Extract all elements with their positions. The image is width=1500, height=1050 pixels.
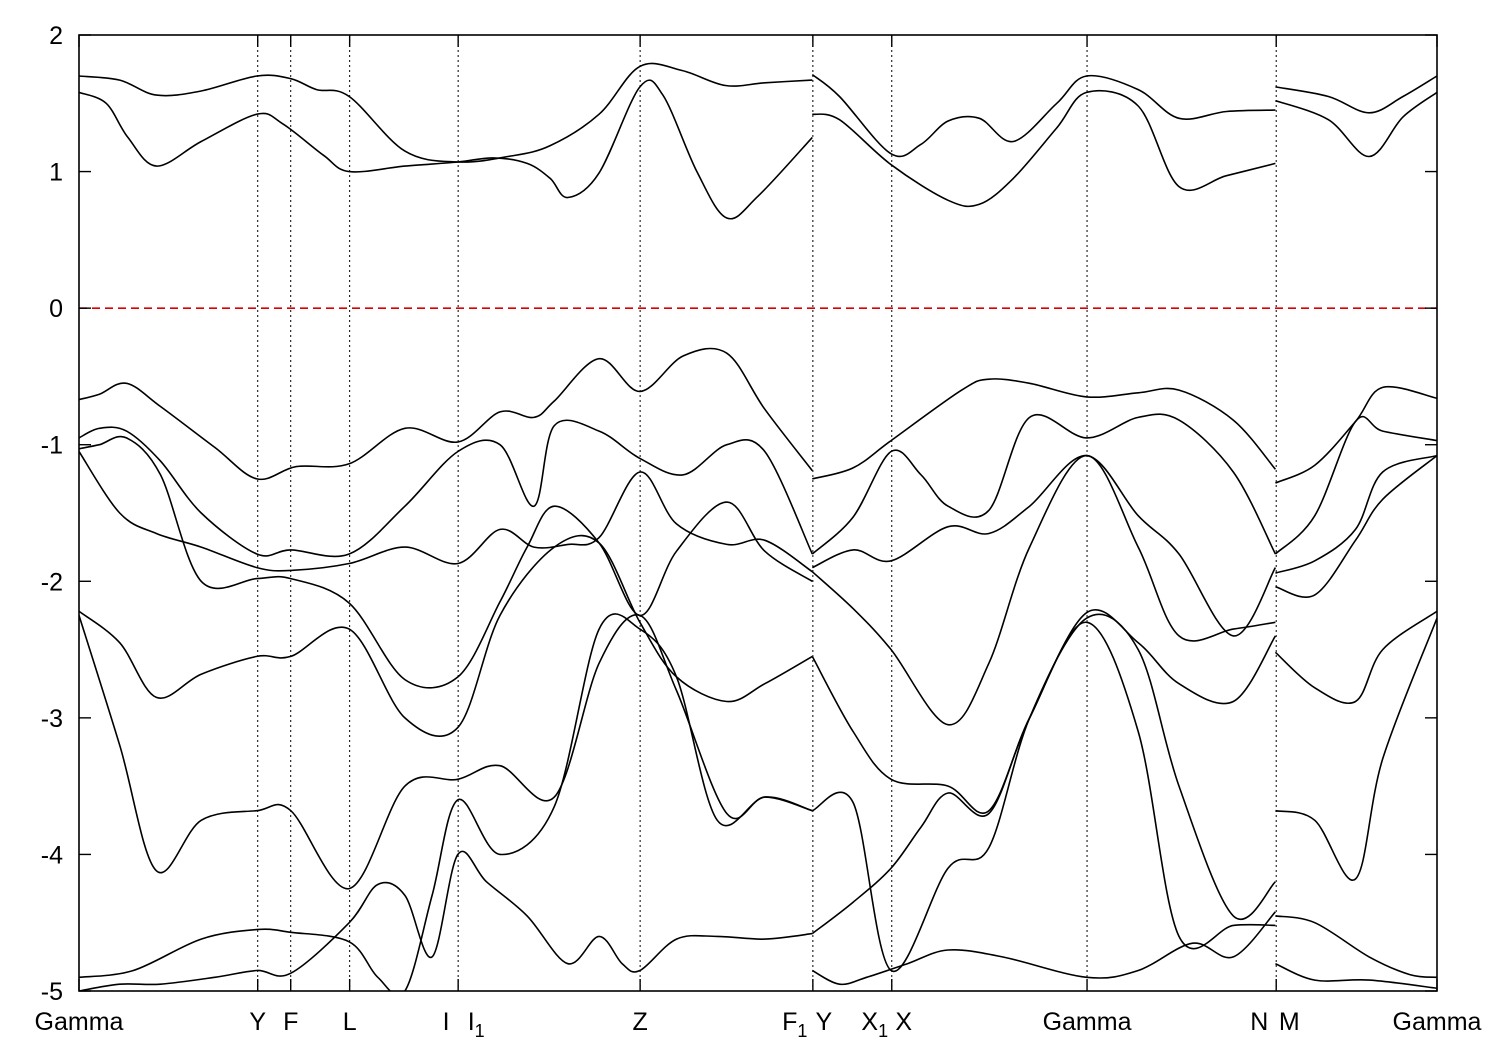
- x-tick-label: Z: [632, 1008, 647, 1036]
- x-tick-label: Y: [249, 1008, 266, 1036]
- band-line-18: [1275, 454, 1437, 598]
- x-tick-label-main: Z: [632, 1008, 647, 1036]
- x-tick-label-main: F: [283, 1008, 298, 1036]
- band-line-29: [811, 911, 1276, 986]
- band-line-26: [811, 621, 1276, 950]
- x-tick-label: I: [443, 1008, 450, 1036]
- x-tick-label-main: I: [468, 1008, 475, 1036]
- y-tick-label: 2: [49, 22, 63, 50]
- band-line-3: [1275, 75, 1437, 114]
- series-group: [79, 62, 1437, 991]
- x-tick-label: Gamma: [1393, 1008, 1482, 1036]
- x-tick-label-subscript: 1: [878, 1021, 888, 1041]
- x-tick-label: X: [895, 1008, 912, 1036]
- band-line-9: [1275, 385, 1437, 484]
- band-line-15: [1275, 454, 1437, 574]
- x-tick-label: N: [1250, 1008, 1268, 1036]
- x-tick-label-main: N: [1250, 1008, 1268, 1036]
- y-tick-label: -2: [41, 568, 63, 596]
- band-line-8: [812, 378, 1277, 480]
- x-tick-label-main: M: [1279, 1008, 1300, 1036]
- band-line-13: [79, 435, 813, 689]
- x-tick-label-main: Y: [816, 1008, 833, 1036]
- y-tick-label: -1: [41, 432, 63, 460]
- band-line-17: [811, 454, 1276, 726]
- band-line-27: [1275, 915, 1437, 979]
- y-tick-label: -3: [41, 705, 63, 733]
- y-tick-label: 0: [49, 295, 63, 323]
- x-tick-label-subscript: 1: [797, 1021, 807, 1041]
- x-tick-label-subscript: 1: [475, 1021, 485, 1041]
- band-line-12: [1274, 415, 1437, 555]
- x-tick-label-main: X: [861, 1008, 878, 1036]
- band-line-24: [1275, 617, 1437, 881]
- x-tick-label-main: I: [443, 1008, 450, 1036]
- band-line-23: [811, 613, 1276, 972]
- x-tick-label-main: Gamma: [35, 1008, 124, 1036]
- band-line-4: [79, 79, 813, 220]
- x-tick-label: F1: [782, 1008, 807, 1041]
- band-line-6: [1275, 91, 1437, 158]
- x-tick-label: Gamma: [1043, 1008, 1132, 1036]
- band-line-16: [79, 451, 813, 573]
- x-tick-label: F: [283, 1008, 298, 1036]
- x-tick-label-main: F: [782, 1008, 797, 1036]
- band-line-20: [811, 609, 1277, 814]
- band-line-2: [811, 73, 1276, 158]
- x-tick-label-main: Gamma: [1393, 1008, 1482, 1036]
- y-tick-label: -5: [41, 978, 63, 1006]
- band-line-22: [79, 614, 813, 890]
- plot-frame: [78, 34, 1438, 992]
- band-line-30: [1275, 962, 1437, 990]
- band-line-11: [811, 413, 1277, 555]
- band-line-28: [79, 850, 813, 991]
- x-tick-label: X1: [861, 1008, 888, 1041]
- band-line-5: [812, 89, 1276, 208]
- band-line-19: [79, 534, 813, 737]
- band-line-14: [811, 454, 1277, 637]
- band-line-1: [79, 62, 813, 163]
- x-tick-label: M: [1279, 1008, 1300, 1036]
- band-line-21: [1274, 610, 1437, 704]
- x-tick-label: Gamma: [35, 1008, 124, 1036]
- x-tick-label-main: L: [343, 1008, 357, 1036]
- x-tick-label-main: Gamma: [1043, 1008, 1132, 1036]
- x-tick-label-main: X: [895, 1008, 912, 1036]
- y-tick-label: 1: [49, 159, 63, 187]
- x-tick-label: Y: [816, 1008, 833, 1036]
- band-line-7: [79, 347, 813, 481]
- band-line-25: [79, 613, 813, 991]
- x-tick-label: L: [343, 1008, 357, 1036]
- y-tick-label: -4: [41, 841, 63, 869]
- x-tick-label: I1: [468, 1008, 485, 1041]
- x-tick-label-main: Y: [249, 1008, 266, 1036]
- band-line-10: [79, 419, 814, 558]
